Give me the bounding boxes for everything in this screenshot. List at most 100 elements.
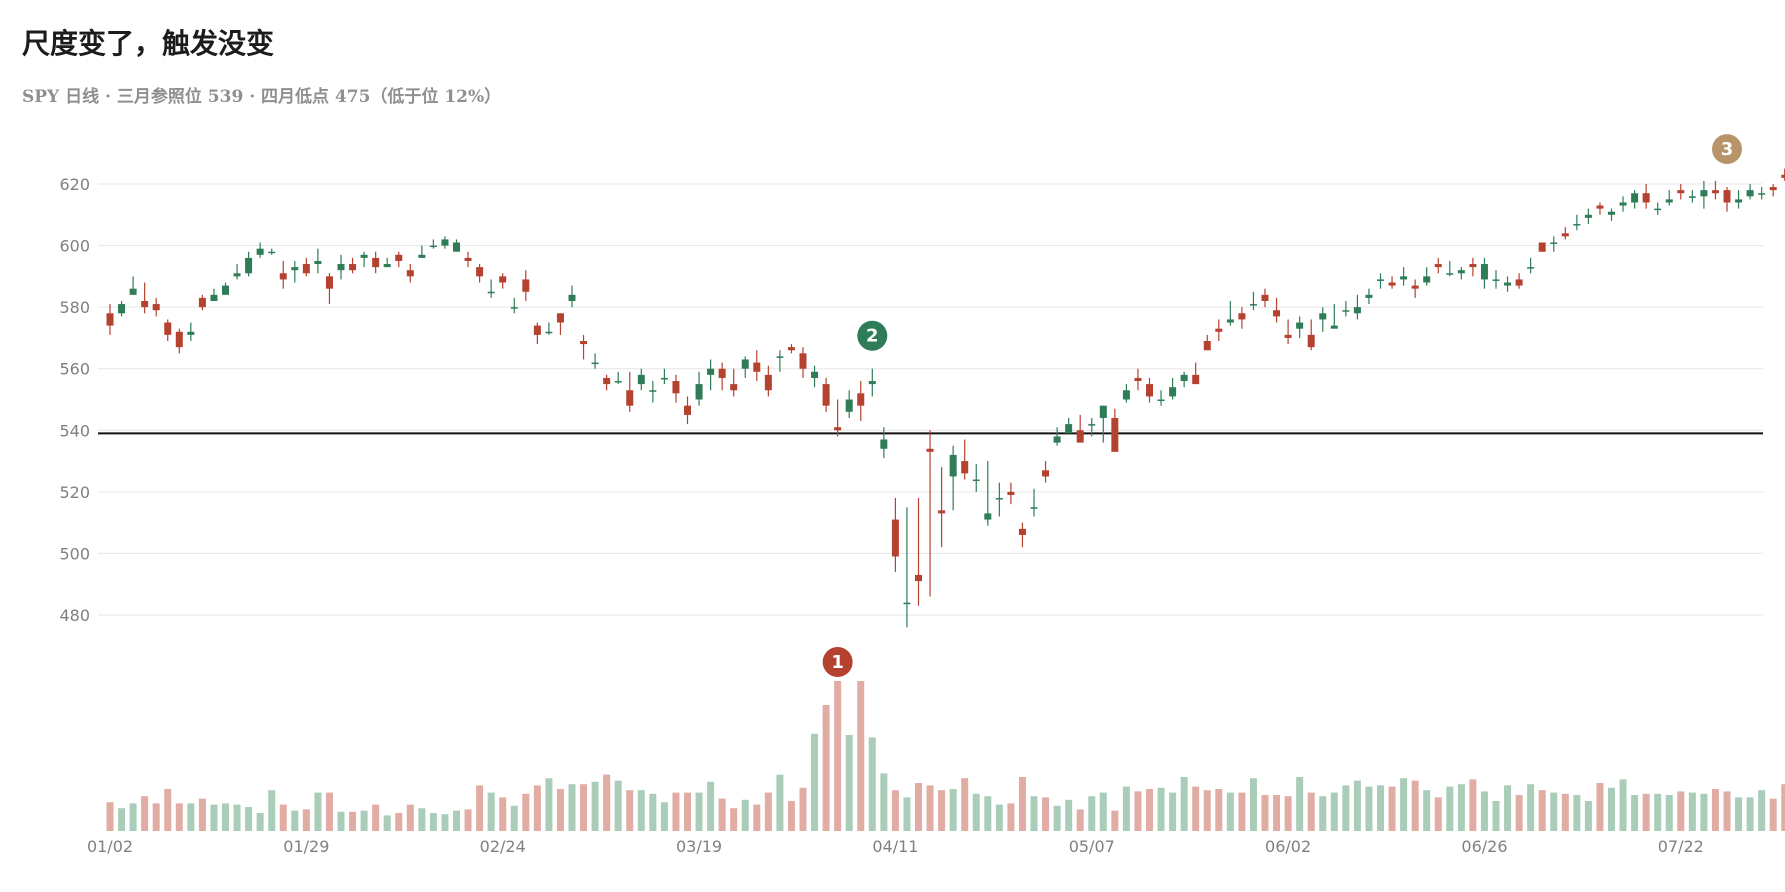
volume-bar [1377, 785, 1384, 831]
candle-body [1492, 279, 1500, 281]
volume-bar [1365, 786, 1373, 831]
marker-2-badge [857, 320, 888, 351]
volume-bar [1677, 791, 1685, 831]
volume-bar [730, 808, 738, 831]
volume-bar [1076, 809, 1084, 831]
x-tick-label: 05/07 [1069, 837, 1115, 856]
candle-body [1053, 436, 1061, 443]
candle-body [464, 257, 472, 261]
candle-body [222, 285, 229, 295]
candle-body [314, 260, 322, 265]
volume-bar [187, 803, 195, 831]
volume-bar [441, 814, 449, 831]
volume-bar [891, 790, 899, 831]
volume-bar [718, 798, 726, 831]
candle-body [1480, 264, 1488, 280]
volume-bar [210, 804, 218, 831]
volume-bar [603, 774, 611, 831]
candle-body [1457, 270, 1465, 274]
candle-body [915, 574, 922, 582]
candle-body [187, 331, 195, 335]
candle-body [383, 264, 391, 268]
volume-bar [1561, 793, 1569, 831]
x-axis: 01/02 01/29 02/24 03/19 04/11 05/07 06/02 06/26… [87, 837, 1704, 856]
volume-bar [533, 785, 541, 831]
volume-bar [880, 773, 888, 831]
volume-bar [811, 733, 819, 831]
volume-bar [1654, 793, 1662, 831]
marker-3-label: 3 [1721, 139, 1734, 160]
volume-bar [1457, 784, 1465, 831]
volume-bar [233, 804, 241, 831]
volume-bar [1296, 777, 1304, 831]
volume-bar [649, 793, 657, 831]
volume-bar [556, 789, 564, 831]
x-tick-label: 01/02 [87, 837, 133, 856]
volume-bar [857, 681, 865, 831]
volume-bar [1469, 779, 1477, 831]
volume-bar [868, 737, 876, 831]
candle-body [1781, 174, 1785, 178]
candle-body [233, 273, 241, 277]
candle-body [660, 377, 668, 380]
volume-bar [695, 792, 703, 831]
volume-bar [568, 784, 576, 831]
candle-body [1238, 313, 1246, 320]
volume-bar [198, 798, 206, 831]
volume-bar [118, 808, 126, 831]
volume-bar [1550, 792, 1558, 831]
volume-bar [1700, 793, 1708, 831]
volume-bar [1261, 795, 1269, 831]
volume-bar [764, 792, 772, 831]
volume-bar [626, 790, 634, 831]
volume-bar [1446, 786, 1454, 831]
volume-bar [1007, 803, 1015, 831]
volume-bar [418, 808, 426, 831]
candle-body [811, 371, 819, 378]
candle-body [152, 304, 160, 311]
candle-body [1769, 187, 1777, 191]
volume-bar [487, 792, 495, 831]
candle-body [938, 510, 946, 514]
volume-bar [614, 780, 622, 831]
volume-bar [1515, 795, 1523, 831]
candle-body [175, 331, 183, 348]
candle-body [1527, 267, 1535, 269]
candle-body [1388, 282, 1396, 286]
candle-body [533, 325, 541, 335]
candle-body [1018, 528, 1026, 535]
volume-bar [1134, 791, 1142, 831]
volume-bar [1157, 787, 1165, 831]
candle-body [1042, 470, 1050, 477]
candle-body [926, 448, 934, 452]
candle-body [1099, 405, 1107, 418]
volume-bar [984, 796, 992, 831]
volume-bar [1596, 783, 1604, 831]
volume-bar [349, 811, 357, 831]
candle-body [1353, 307, 1361, 314]
x-tick-label: 01/29 [283, 837, 329, 856]
volume-bar [1203, 790, 1211, 831]
candle-body [787, 347, 795, 351]
candle-body [1319, 313, 1327, 320]
volume-bar [1122, 786, 1130, 831]
candle-body [753, 362, 761, 372]
candle-body [291, 267, 299, 271]
volume-bar [1238, 792, 1246, 831]
candle-body [1342, 310, 1350, 312]
candle-body [568, 294, 576, 301]
candle-body [1377, 279, 1384, 281]
candle-body [1642, 193, 1650, 203]
volume-bar [1769, 798, 1777, 831]
volume-bar [1030, 796, 1038, 831]
volume-bar [1619, 779, 1627, 831]
candle-body [1538, 242, 1546, 252]
volume-bar [1688, 792, 1696, 831]
volume-bar [1388, 786, 1396, 831]
candle-body [1608, 211, 1615, 215]
volume-bars [106, 681, 1785, 831]
candle-body [325, 276, 333, 289]
candle-body [1192, 374, 1200, 385]
volume-bar [1735, 797, 1743, 831]
